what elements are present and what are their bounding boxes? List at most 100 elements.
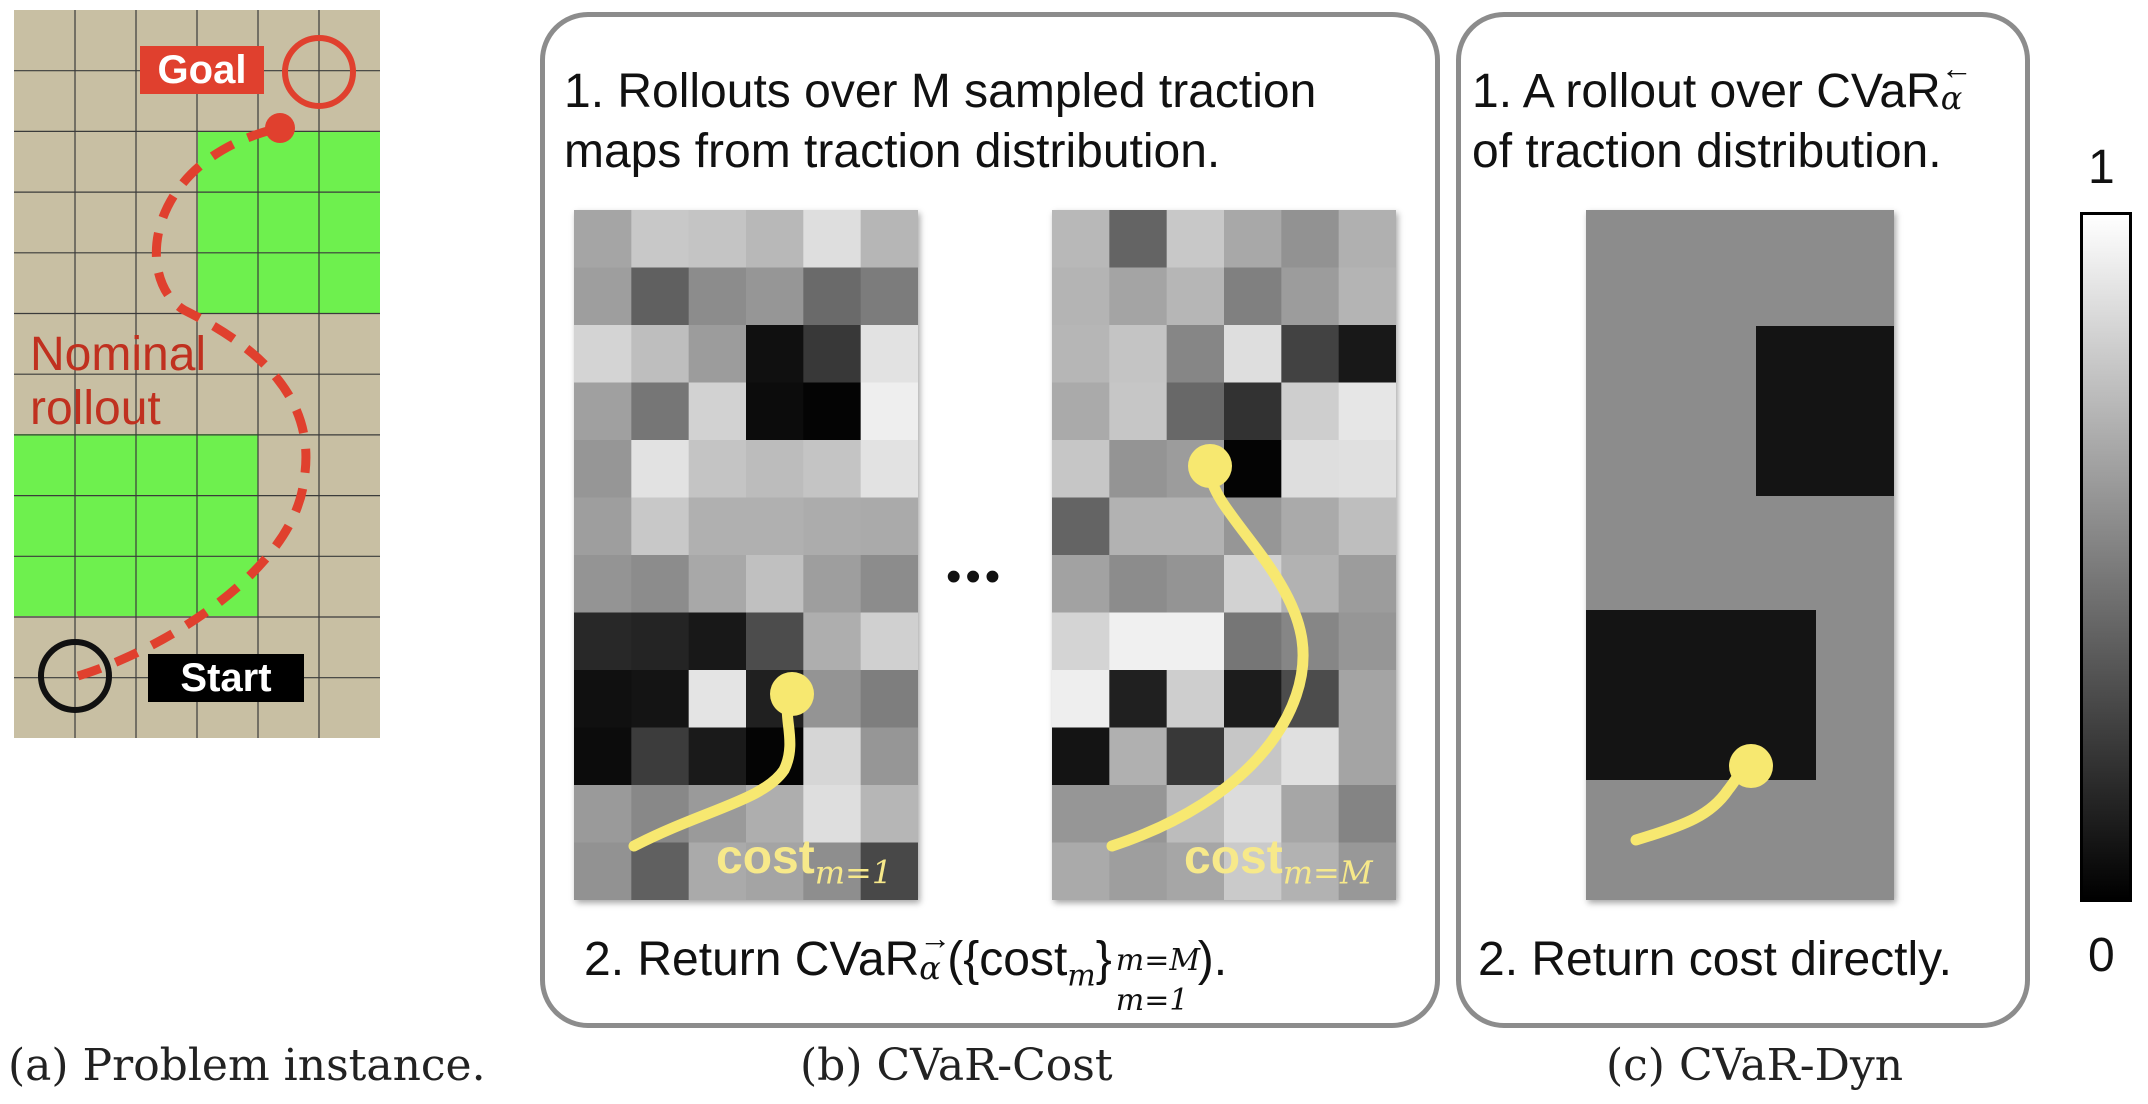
step2-body: ({cost — [947, 933, 1068, 986]
traction-sample-m-cell — [1166, 555, 1225, 614]
nominal-rollout-label: Nominal rollout — [30, 328, 206, 436]
traction-sample-m-cell — [1281, 325, 1340, 384]
rollout-label-line1: Nominal — [30, 328, 207, 381]
traction-sample-1-cell — [574, 440, 632, 499]
traction-sample-1-cell — [860, 842, 918, 900]
traction-sample-m-cell — [1109, 727, 1168, 786]
traction-sample-m-cell — [1109, 440, 1168, 499]
goal-tag: Goal — [140, 46, 264, 94]
traction-sample-m-cell — [1109, 842, 1168, 900]
traction-sample-1-cell — [688, 267, 747, 326]
traction-sample-m-cell — [1166, 727, 1225, 786]
traction-sample-1-cell — [803, 727, 862, 786]
traction-sample-1-cell — [631, 670, 690, 729]
traction-sample-m-cell — [1224, 785, 1282, 844]
path-end-dot — [265, 113, 295, 143]
traction-sample-m-cell — [1224, 210, 1282, 269]
traction-sample-1-cell — [574, 555, 632, 614]
traction-sample-m-cell — [1052, 670, 1110, 729]
traction-sample-1-cell — [688, 325, 747, 384]
traction-sample-m-cell — [1052, 325, 1110, 384]
traction-sample-m-cell — [1281, 612, 1340, 671]
traction-sample-m-cell — [1224, 440, 1282, 499]
step2-sup: m=M — [1115, 943, 1201, 978]
panel-c-step2: 2. Return cost directly. — [1478, 933, 1952, 986]
start-circle — [38, 639, 112, 713]
panel-c-step1-line1: 1. A rollout over CVaR ← α — [1472, 50, 1973, 122]
traction-sample-1-cell — [631, 842, 690, 900]
cost-sub-1: m=1 — [814, 853, 893, 892]
traction-sample-1-cell — [746, 612, 804, 671]
cost-label-m: costm=M — [1184, 830, 1373, 892]
low-traction-region-upper — [1756, 326, 1894, 496]
traction-sample-m-cell — [1109, 325, 1168, 384]
traction-sample-1-cell — [746, 842, 804, 900]
traction-sample-m-cell — [1224, 842, 1282, 900]
traction-sample-1-cell — [631, 612, 690, 671]
traction-sample-m-cell — [1281, 267, 1340, 326]
traction-sample-1-cell — [746, 555, 804, 614]
traction-sample-m-cell — [1224, 267, 1282, 326]
colorbar-min-label: 0 — [2088, 929, 2115, 982]
traction-sample-m-cell — [1224, 612, 1282, 671]
traction-sample-1-cell — [860, 612, 918, 671]
traction-sample-1-cell — [631, 267, 690, 326]
panel-b-step2: 2. Return CVaR → α ({costm} m=M m=1). — [584, 920, 1227, 1018]
traction-sample-m-cell — [1281, 785, 1340, 844]
colorbar-max-label: 1 — [2088, 141, 2115, 194]
traction-sample-m-cell — [1338, 267, 1396, 326]
traction-sample-m-cell — [1052, 497, 1110, 556]
traction-sample-m-cell — [1052, 440, 1110, 499]
traction-sample-m-cell — [1109, 555, 1168, 614]
traction-sample-m-cell — [1052, 612, 1110, 671]
traction-sample-1-cell — [688, 842, 747, 900]
traction-sample-1-cell — [860, 497, 918, 556]
traction-sample-1-cell — [688, 210, 747, 269]
traction-sample-m-cell — [1338, 842, 1396, 900]
traction-sample-m-cell — [1338, 210, 1396, 269]
rollout-end-dot-1 — [770, 672, 814, 716]
traction-sample-m-cell — [1281, 210, 1340, 269]
panel-c-step1: 1. A rollout over CVaR ← α of traction dis… — [1472, 50, 1973, 182]
traction-sample-m-cell — [1166, 612, 1225, 671]
caption-b: (b) CVaR-Cost — [800, 1040, 1113, 1091]
low-traction-region-lower — [1586, 610, 1816, 780]
panel-b-step1-line1: 1. Rollouts over M sampled traction — [564, 65, 1317, 118]
grass-region-upper — [198, 131, 380, 313]
traction-sample-1-cell — [574, 210, 632, 269]
traction-sample-1-cell — [803, 842, 862, 900]
traction-sample-m-cell — [1338, 382, 1396, 441]
traction-sample-1-cell — [860, 210, 918, 269]
traction-sample-1-cell — [803, 497, 862, 556]
rollout-label-line2: rollout — [30, 382, 161, 435]
rollout-path-sample-1 — [628, 672, 814, 852]
traction-sample-m-cell — [1166, 497, 1225, 556]
traction-sample-1-cell — [803, 382, 862, 441]
traction-sample-1-cell — [574, 267, 632, 326]
step2-m: m — [1067, 958, 1096, 994]
traction-sample-m-cell — [1109, 497, 1168, 556]
traction-sample-1-cell — [860, 382, 918, 441]
goal-label: Goal — [157, 47, 247, 92]
rollout-end-dot-cvar — [1729, 744, 1773, 788]
traction-sample-1-cell — [631, 727, 690, 786]
problem-instance-map: Goal Start Nominal rollout — [14, 10, 380, 738]
traction-map-sample-m: costm=M — [1052, 210, 1396, 900]
traction-sample-1-cell — [746, 497, 804, 556]
goal-circle — [282, 35, 356, 109]
traction-sample-m-cell — [1052, 382, 1110, 441]
traction-sample-m-cell — [1338, 785, 1396, 844]
traction-sample-m-cell — [1052, 555, 1110, 614]
traction-sample-m-cell — [1166, 382, 1225, 441]
traction-sample-m-cell — [1166, 325, 1225, 384]
step2-close: } — [1095, 933, 1112, 986]
traction-sample-m-cell — [1166, 210, 1225, 269]
traction-sample-1-cell — [688, 382, 747, 441]
ellipsis: ••• — [946, 552, 1005, 601]
colorbar — [2080, 212, 2132, 902]
traction-sample-m-cell — [1224, 382, 1282, 441]
panel-c-arrow: ← — [1940, 50, 1973, 86]
cost-sub-m: m=M — [1282, 853, 1373, 892]
traction-sample-1-cell — [574, 382, 632, 441]
cost-label-1: costm=1 — [716, 830, 892, 892]
